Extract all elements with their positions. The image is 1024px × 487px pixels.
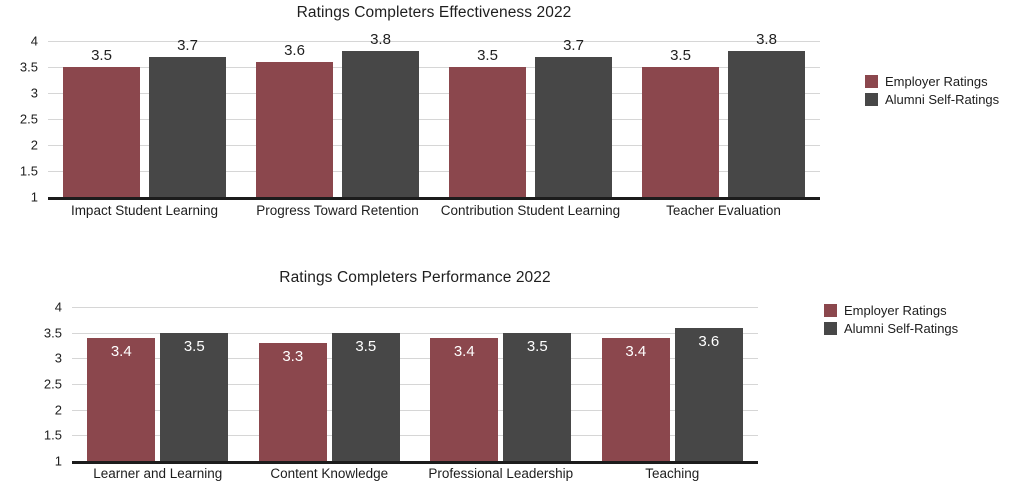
gridline (48, 67, 820, 68)
y-tick-label: 2.5 (43, 376, 62, 392)
category-label: Professional Leadership (428, 466, 574, 481)
bar-value-label: 3.3 (282, 347, 304, 365)
legend-item-alumni-self-ratings: Alumni Self-Ratings (865, 92, 999, 107)
bar-group-teaching: 3.4 3.6 (587, 307, 759, 461)
y-tick-label: 4 (30, 33, 38, 49)
legend-label: Alumni Self-Ratings (844, 321, 959, 336)
y-tick-label: 2 (30, 137, 38, 153)
bar-value-label: 3.7 (563, 36, 584, 54)
category-label: Teacher Evaluation (666, 203, 781, 218)
bar-employer-ratings: 3.4 (430, 337, 499, 461)
legend-swatch (824, 304, 837, 317)
y-tick-label: 3.5 (19, 59, 38, 75)
gridline (48, 145, 820, 146)
bar-employer-ratings: 3.3 (258, 342, 327, 461)
y-tick-label: 1 (54, 453, 62, 469)
bar-group-contribution-student-learning: 3.5 3.7 (434, 37, 627, 197)
category-label: Contribution Student Learning (440, 203, 621, 218)
bar-value-label: 3.4 (110, 342, 132, 360)
bar-employer-ratings: 3.4 (601, 337, 670, 461)
y-tick-label: 1.5 (43, 427, 62, 443)
y-tick-label: 3 (54, 350, 62, 366)
chart-title: Ratings Completers Performance 2022 (279, 269, 551, 286)
bar-value-label: 3.8 (370, 31, 391, 49)
y-tick-label: 1.5 (19, 163, 38, 179)
plot-area: 3.4 3.5 3.3 3.5 3.4 3.5 3.4 3.6 (72, 307, 758, 464)
bar-group-impact-student-learning: 3.5 3.7 (48, 37, 241, 197)
y-tick-label: 2.5 (19, 111, 38, 127)
chart-title: Ratings Completers Effectiveness 2022 (296, 4, 572, 21)
y-tick-label: 1 (30, 189, 38, 205)
legend-label: Employer Ratings (844, 303, 947, 318)
bar-value-label: 3.5 (670, 47, 691, 64)
bar-alumni-self-ratings: 3.5 (503, 332, 572, 461)
y-axis: 4 3.5 3 2.5 2 1.5 1 (0, 300, 64, 469)
bar-group-professional-leadership: 3.4 3.5 (415, 307, 587, 461)
gridline (72, 358, 758, 360)
gridline (72, 332, 758, 334)
bar-employer-ratings: 3.5 (449, 47, 526, 197)
y-tick-label: 3 (30, 85, 38, 101)
bar-employer-ratings: 3.5 (63, 47, 140, 197)
legend: Employer Ratings Alumni Self-Ratings (824, 303, 958, 336)
legend-item-alumni-self-ratings: Alumni Self-Ratings (824, 321, 958, 336)
bar-group-teacher-evaluation: 3.5 3.8 (627, 31, 820, 197)
category-label: Teaching (645, 466, 700, 481)
legend: Employer Ratings Alumni Self-Ratings (865, 74, 999, 107)
gridline (48, 171, 820, 172)
gridline (48, 41, 820, 42)
x-axis: Impact Student Learning Progress Toward R… (48, 203, 820, 218)
bar-value-label: 3.5 (91, 47, 112, 64)
bar-alumni-self-ratings: 3.5 (331, 332, 400, 461)
category-label: Learner and Learning (93, 466, 223, 481)
y-tick-label: 2 (54, 402, 62, 418)
legend-item-employer-ratings: Employer Ratings (865, 74, 999, 89)
bar-employer-ratings: 3.6 (256, 42, 333, 197)
bar-group-content-knowledge: 3.3 3.5 (244, 307, 416, 461)
plot-area: 3.5 3.7 3.6 3.8 3.5 3.7 3.5 3.8 (48, 31, 820, 200)
category-label: Content Knowledge (270, 466, 389, 481)
legend-swatch (824, 322, 837, 335)
bar-value-label: 3.5 (477, 47, 498, 64)
gridline (72, 409, 758, 411)
bar-group-learner-and-learning: 3.4 3.5 (72, 307, 244, 461)
y-tick-label: 4 (54, 299, 62, 315)
y-tick-label: 3.5 (43, 325, 62, 341)
legend-label: Alumni Self-Ratings (885, 92, 1000, 107)
bar-value-label: 3.6 (698, 332, 720, 350)
legend-label: Employer Ratings (885, 74, 988, 89)
gridline (72, 435, 758, 437)
bar-alumni-self-ratings: 3.6 (674, 327, 743, 461)
bar-value-label: 3.5 (355, 337, 377, 355)
legend-swatch (865, 93, 878, 106)
bar-employer-ratings: 3.5 (642, 47, 719, 197)
gridline (72, 384, 758, 385)
y-axis: 4 3.5 3 2.5 2 1.5 1 (0, 34, 40, 205)
bar-group-progress-toward-retention: 3.6 3.8 (241, 31, 434, 197)
gridline (48, 119, 820, 120)
bar-value-label: 3.4 (625, 342, 647, 360)
bar-alumni-self-ratings: 3.8 (728, 31, 805, 197)
bar-alumni-self-ratings: 3.8 (342, 31, 419, 197)
category-label: Impact Student Learning (70, 203, 219, 218)
bar-value-label: 3.5 (183, 337, 205, 355)
bar-value-label: 3.7 (177, 36, 198, 54)
x-axis: Learner and Learning Content Knowledge Pro… (72, 466, 758, 481)
gridline (48, 93, 820, 94)
bar-employer-ratings: 3.4 (87, 337, 156, 461)
gridline (72, 307, 758, 308)
bar-alumni-self-ratings: 3.5 (160, 332, 229, 461)
bar-value-label: 3.6 (284, 41, 305, 59)
category-label: Progress Toward Retention (256, 203, 419, 218)
bar-alumni-self-ratings: 3.7 (535, 37, 612, 197)
bar-alumni-self-ratings: 3.7 (149, 37, 226, 197)
bar-value-label: 3.4 (453, 342, 475, 360)
bar-value-label: 3.5 (526, 337, 548, 355)
bar-value-label: 3.8 (756, 31, 777, 49)
legend-item-employer-ratings: Employer Ratings (824, 303, 958, 318)
legend-swatch (865, 75, 878, 88)
